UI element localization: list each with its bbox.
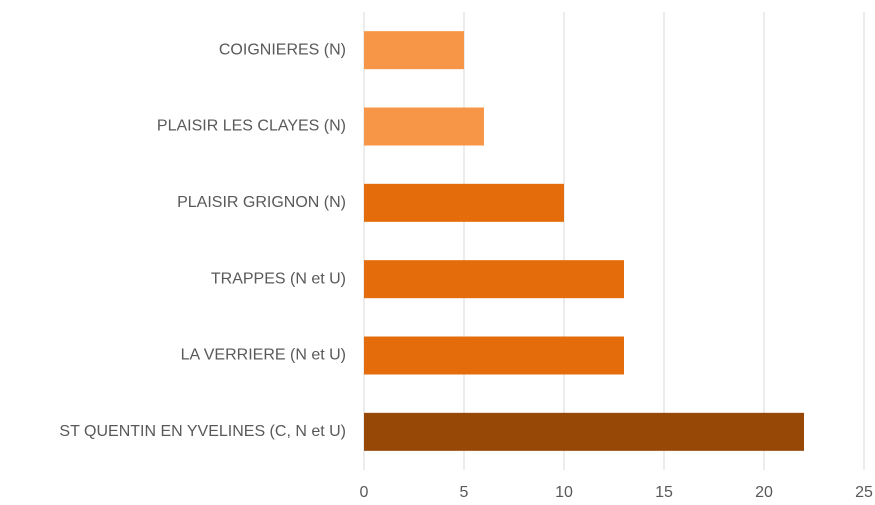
y-tick-label: COIGNIERES (N)	[219, 41, 346, 58]
x-tick-label: 20	[755, 484, 773, 501]
bar	[364, 336, 624, 375]
bar	[364, 107, 484, 146]
y-tick-label: ST QUENTIN EN YVELINES (C, N et U)	[59, 423, 346, 440]
x-tick-label: 15	[655, 484, 673, 501]
y-tick-label: TRAPPES (N et U)	[211, 270, 346, 287]
y-tick-label: PLAISIR GRIGNON (N)	[177, 194, 346, 211]
x-tick-label: 10	[555, 484, 573, 501]
bar	[364, 412, 804, 451]
bar	[364, 183, 564, 222]
y-tick-label: PLAISIR LES CLAYES (N)	[157, 118, 346, 135]
x-tick-label: 25	[855, 484, 873, 501]
x-tick-label: 0	[360, 484, 369, 501]
bar	[364, 31, 464, 70]
x-tick-label: 5	[460, 484, 469, 501]
y-tick-label: LA VERRIERE (N et U)	[181, 347, 346, 364]
bar	[364, 260, 624, 299]
